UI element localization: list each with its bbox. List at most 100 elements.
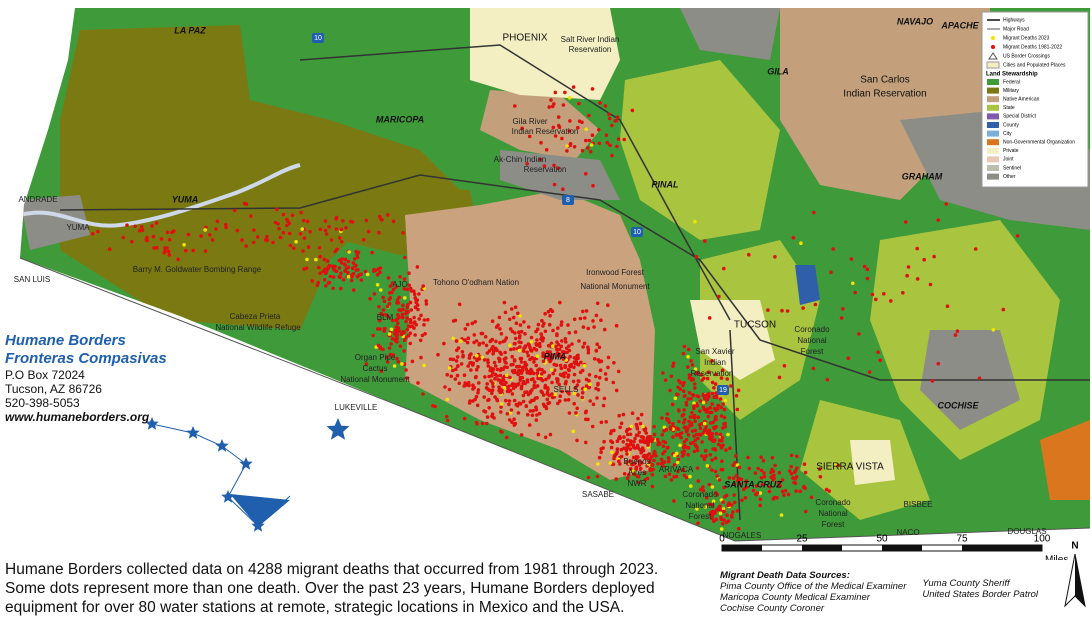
death-dot xyxy=(548,314,552,318)
scale-label: 0 xyxy=(719,534,725,545)
death-dot xyxy=(497,315,502,320)
death-dot xyxy=(542,370,547,374)
death-dot xyxy=(528,369,533,374)
death-dot xyxy=(396,321,400,326)
death-dot xyxy=(510,392,515,396)
death-dot xyxy=(572,317,577,322)
death-dot xyxy=(610,450,614,455)
death-dot xyxy=(601,403,606,408)
death-dot xyxy=(318,271,322,276)
death-dot xyxy=(631,469,636,473)
organization: Humane Borders Fronteras Compasivas P.O … xyxy=(5,332,167,424)
death-dot xyxy=(484,386,489,390)
death-dot xyxy=(632,472,636,477)
death-dot xyxy=(802,462,807,467)
death-dot xyxy=(561,187,565,191)
death-dot xyxy=(516,411,521,415)
death-dot xyxy=(539,337,543,341)
death-dot xyxy=(735,509,740,513)
death-dot xyxy=(686,433,691,437)
death-dot xyxy=(351,288,356,292)
death-dot xyxy=(532,360,536,364)
death-dot xyxy=(499,332,504,336)
death-dot xyxy=(454,359,459,363)
death-dot xyxy=(512,358,517,362)
death-dot xyxy=(991,328,996,332)
death-dot xyxy=(415,265,420,269)
death-dot xyxy=(732,500,737,505)
death-dot xyxy=(329,238,334,242)
death-dot xyxy=(568,354,572,359)
death-dot xyxy=(729,384,733,388)
death-dot xyxy=(702,376,706,381)
death-dot xyxy=(759,468,764,473)
death-dot xyxy=(559,323,564,327)
death-dot xyxy=(567,331,572,335)
death-dot xyxy=(363,269,368,274)
death-dot xyxy=(424,302,429,306)
death-dot xyxy=(707,394,711,399)
map-label: Aires xyxy=(628,468,646,477)
death-dot xyxy=(618,462,622,466)
death-dot xyxy=(497,388,501,393)
death-dot xyxy=(704,495,709,500)
death-dot xyxy=(689,484,693,488)
death-dot xyxy=(617,459,621,464)
death-dot xyxy=(580,391,585,395)
death-dot xyxy=(570,342,574,346)
death-dot xyxy=(581,325,586,329)
map-label: NAVAJO xyxy=(897,16,933,26)
death-dot xyxy=(350,266,355,271)
death-dot xyxy=(707,370,711,375)
death-dot xyxy=(642,453,647,458)
death-dot xyxy=(145,235,149,240)
death-dot xyxy=(550,344,555,349)
death-dot xyxy=(936,362,941,366)
death-dot xyxy=(512,347,516,351)
death-dot xyxy=(686,397,690,401)
death-dot xyxy=(714,372,718,377)
death-dot xyxy=(232,208,237,213)
death-dot xyxy=(944,202,949,206)
death-dot xyxy=(152,246,156,250)
death-dot xyxy=(403,255,407,260)
death-dot xyxy=(203,249,208,253)
death-dot xyxy=(412,326,416,330)
death-dot xyxy=(681,468,686,473)
death-dot xyxy=(615,447,620,451)
death-dot xyxy=(795,454,799,459)
death-dot xyxy=(546,375,551,380)
death-dot xyxy=(494,325,499,329)
death-dot xyxy=(541,359,546,364)
death-dot xyxy=(516,311,520,316)
death-dot xyxy=(722,407,727,412)
death-dot xyxy=(867,370,872,374)
death-dot xyxy=(351,261,356,265)
death-dot xyxy=(544,406,549,411)
death-dot xyxy=(611,462,616,467)
death-dot xyxy=(636,433,640,438)
death-dot xyxy=(628,467,633,471)
highway-number: 10 xyxy=(633,229,641,236)
death-dot xyxy=(499,410,503,414)
death-dot xyxy=(536,322,541,327)
death-dot xyxy=(495,397,499,402)
death-dot xyxy=(453,377,458,381)
death-dot xyxy=(853,290,857,295)
death-dot xyxy=(794,489,798,493)
death-dot xyxy=(523,390,527,395)
death-dot xyxy=(550,356,554,360)
map-label: YUMA xyxy=(66,223,90,232)
death-dot xyxy=(421,392,425,396)
death-dot xyxy=(139,225,144,229)
death-dot xyxy=(720,522,725,526)
death-dot xyxy=(633,436,637,441)
death-dot xyxy=(857,332,861,336)
death-dot xyxy=(402,277,407,281)
map-label: Barry M. Goldwater Bombing Range xyxy=(133,265,262,274)
death-dot xyxy=(744,485,748,490)
death-dot xyxy=(538,157,542,162)
death-dot xyxy=(677,379,681,383)
death-dot xyxy=(486,360,490,365)
death-dot xyxy=(544,148,549,152)
